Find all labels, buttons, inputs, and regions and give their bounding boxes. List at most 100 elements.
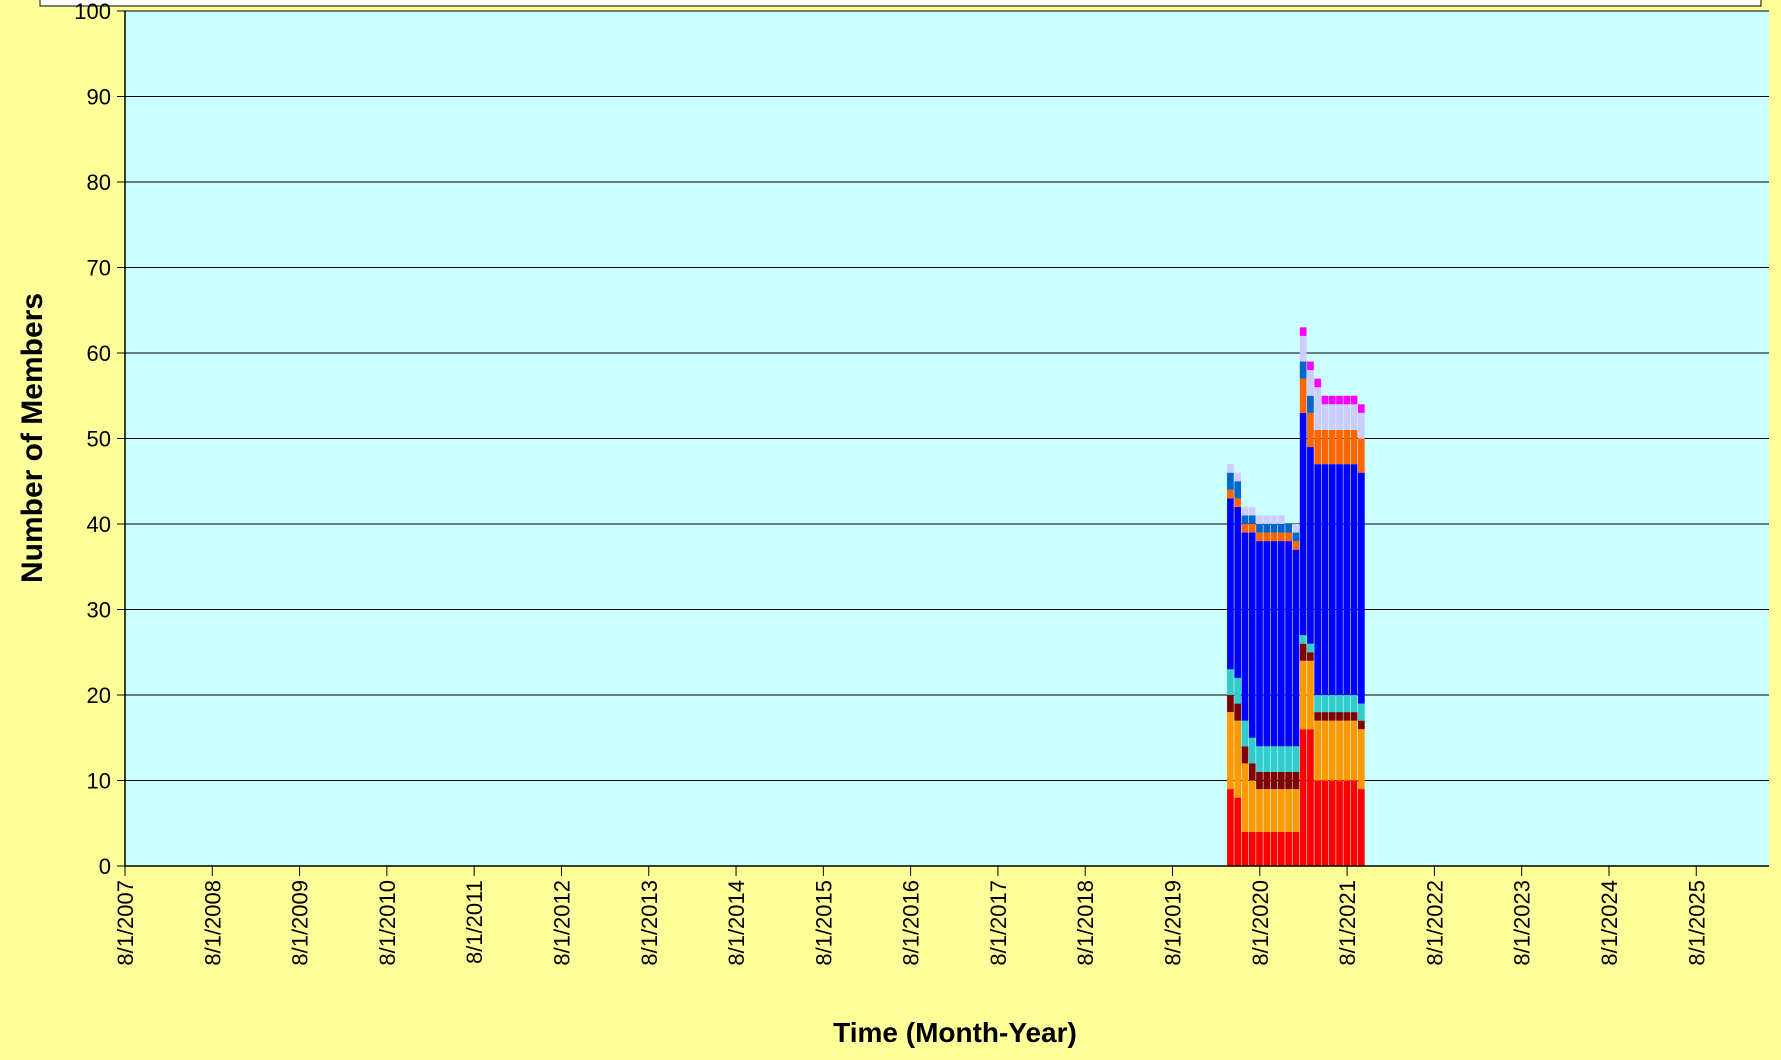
bar-segment <box>1227 669 1234 695</box>
x-tick-label: 8/1/2019 <box>1161 880 1186 966</box>
bar-segment <box>1241 720 1249 747</box>
y-tick-label: 100 <box>74 0 111 24</box>
bar-segment <box>1307 729 1314 866</box>
bar-segment <box>1358 703 1365 721</box>
bar-segment <box>1343 395 1351 405</box>
bar-segment <box>1292 771 1300 790</box>
bar-segment <box>1350 695 1358 713</box>
x-tick-label: 8/1/2023 <box>1510 880 1535 966</box>
legend-box <box>39 0 1762 7</box>
bar-segment <box>1248 780 1256 832</box>
bar-segment <box>1314 464 1322 695</box>
bar-segment <box>1299 660 1307 730</box>
bar-segment <box>1263 515 1271 524</box>
bar-segment <box>1270 541 1278 747</box>
x-tick-label: 8/1/2012 <box>549 880 574 966</box>
bar-segment <box>1256 524 1263 533</box>
bar-segment <box>1358 789 1365 866</box>
bar-segment <box>1227 789 1234 866</box>
y-tick-label: 80 <box>87 170 111 195</box>
bar-segment <box>1321 404 1329 430</box>
bar-segment <box>1336 720 1343 781</box>
bar-segment <box>1350 464 1358 695</box>
bar-segment <box>1277 515 1285 524</box>
x-tick-label: 8/1/2016 <box>899 880 924 966</box>
bar-segment <box>1321 429 1329 465</box>
bar-segment <box>1285 524 1292 533</box>
bar-segment <box>1350 712 1358 721</box>
x-tick-label: 8/1/2017 <box>986 880 1011 966</box>
bar-segment <box>1248 831 1256 866</box>
bar-segment <box>1358 729 1365 790</box>
bar-segment <box>1292 789 1300 832</box>
x-tick-label: 8/1/2025 <box>1684 880 1709 966</box>
x-axis-title: Time (Month-Year) <box>833 1017 1077 1048</box>
bar-segment <box>1299 635 1307 644</box>
bar-segment <box>1256 541 1263 747</box>
bar-segment <box>1328 395 1336 405</box>
bar-segment <box>1307 447 1314 644</box>
bar-segment <box>1292 524 1300 533</box>
bar-segment <box>1299 327 1307 336</box>
bar-segment <box>1307 412 1314 448</box>
bar-segment <box>1328 429 1336 465</box>
bar-segment <box>1277 746 1285 772</box>
bar-segment <box>1321 464 1329 695</box>
bar-segment <box>1299 361 1307 379</box>
bar-segment <box>1227 712 1234 790</box>
bar-segment <box>1307 361 1314 371</box>
bar-segment <box>1307 652 1314 661</box>
bar-segment <box>1343 464 1351 695</box>
bar-segment <box>1321 395 1329 405</box>
bar-segment <box>1314 695 1322 713</box>
y-tick-label: 10 <box>87 769 111 794</box>
bar-segment <box>1343 695 1351 713</box>
bar-segment <box>1350 395 1358 405</box>
bar-segment <box>1358 404 1365 413</box>
bar-segment <box>1292 831 1300 866</box>
bar-segment <box>1234 720 1242 798</box>
bar-segment <box>1241 831 1249 866</box>
bar-segment <box>1241 515 1249 524</box>
x-tick-label: 8/1/2015 <box>811 880 836 966</box>
bar-segment <box>1285 771 1292 790</box>
x-tick-label: 8/1/2022 <box>1422 880 1447 966</box>
bar-segment <box>1336 780 1343 866</box>
x-tick-label: 8/1/2007 <box>113 880 138 966</box>
y-axis-title: Number of Members <box>16 293 49 583</box>
bar-segment <box>1270 789 1278 832</box>
x-tick-label: 8/1/2020 <box>1248 880 1273 966</box>
x-tick-label: 8/1/2021 <box>1335 880 1360 966</box>
bar-segment <box>1336 464 1343 695</box>
bar-segment <box>1350 404 1358 430</box>
bar-segment <box>1285 789 1292 832</box>
bar-segment <box>1256 789 1263 832</box>
bar-segment <box>1307 370 1314 396</box>
bar-segment <box>1277 541 1285 747</box>
bar-segment <box>1285 532 1292 542</box>
bar-segment <box>1336 695 1343 713</box>
bar-segment <box>1321 780 1329 866</box>
bar-segment <box>1241 506 1249 516</box>
bar-segment <box>1227 464 1234 473</box>
bar-segment <box>1321 720 1329 781</box>
bar-segment <box>1234 481 1242 499</box>
bar-segment <box>1299 412 1307 636</box>
bar-segment <box>1270 515 1278 524</box>
bar-segment <box>1292 532 1300 542</box>
bar-segment <box>1277 771 1285 790</box>
bar-segment <box>1248 515 1256 524</box>
bar-segment <box>1343 404 1351 430</box>
bar-segment <box>1270 532 1278 542</box>
bar-segment <box>1299 378 1307 413</box>
bar-segment <box>1307 643 1314 653</box>
y-tick-label: 40 <box>87 512 111 537</box>
bar-segment <box>1248 532 1256 738</box>
x-tick-label: 8/1/2009 <box>288 880 313 966</box>
bar-segment <box>1263 746 1271 772</box>
bar-segment <box>1263 541 1271 747</box>
bar-segment <box>1256 746 1263 772</box>
bar-segment <box>1314 387 1322 430</box>
bar-segment <box>1292 549 1300 747</box>
